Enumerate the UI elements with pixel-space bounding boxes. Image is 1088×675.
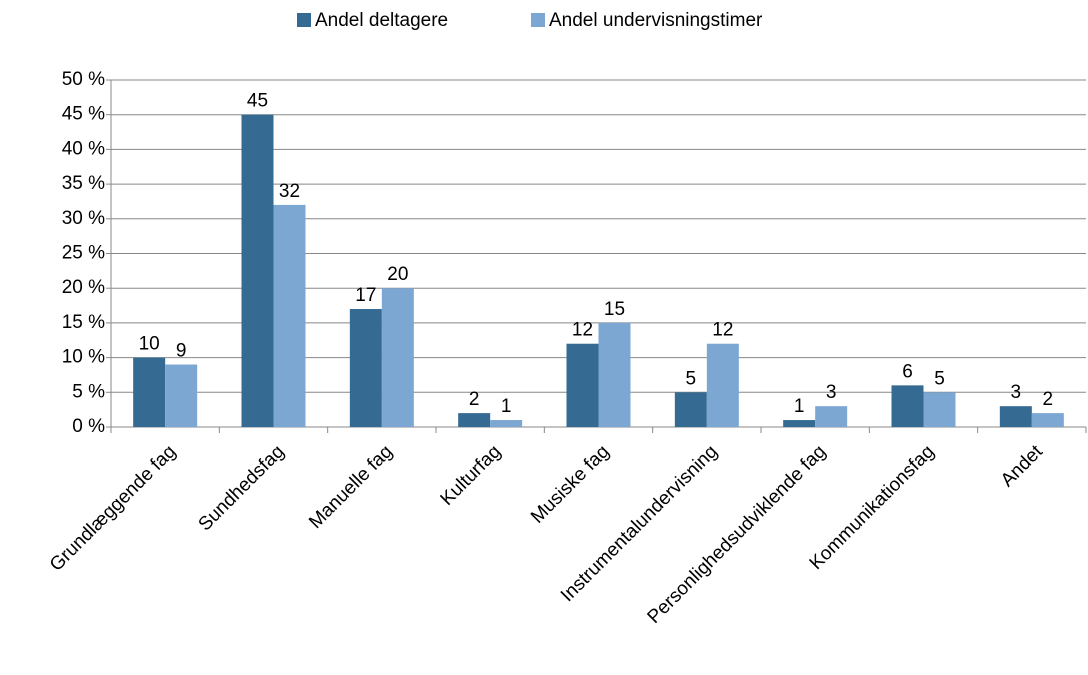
data-label: 6: [902, 361, 913, 382]
data-label: 3: [826, 382, 837, 403]
bar: [674, 392, 707, 427]
x-tick-label: Musiske fag: [527, 441, 614, 528]
data-label: 15: [604, 299, 625, 320]
data-label: 1: [501, 396, 512, 417]
data-label: 10: [139, 334, 160, 355]
data-label: 32: [279, 181, 300, 202]
bar: [490, 420, 523, 427]
x-tick-label: Andet: [997, 441, 1047, 491]
x-tick-label: Grundlæggende fag: [46, 441, 180, 575]
data-label: 5: [686, 368, 697, 389]
data-label: 2: [1043, 389, 1054, 410]
bar: [381, 288, 414, 427]
bar: [566, 343, 599, 427]
legend-swatch: [531, 13, 545, 27]
data-label: 3: [1011, 382, 1022, 403]
data-label: 12: [712, 320, 733, 341]
x-tick-label: Kulturfag: [437, 441, 506, 510]
y-tick-label: 30 %: [62, 208, 105, 229]
bar: [598, 322, 631, 427]
y-tick-label: 50 %: [62, 69, 105, 90]
bar: [891, 385, 924, 427]
bar: [783, 420, 816, 427]
data-label: 5: [934, 368, 945, 389]
data-label: 17: [355, 285, 376, 306]
data-label: 2: [469, 389, 480, 410]
legend-label: Andel undervisningstimer: [549, 10, 763, 31]
bar: [349, 309, 382, 427]
x-tick-label: Kommunikationsfag: [806, 441, 939, 574]
bar: [923, 392, 956, 427]
y-tick-label: 25 %: [62, 243, 105, 264]
y-tick-label: 20 %: [62, 277, 105, 298]
y-tick-label: 15 %: [62, 312, 105, 333]
bar: [133, 357, 166, 427]
x-tick-label: Sundhedsfag: [195, 441, 289, 535]
bar: [241, 114, 274, 427]
data-label: 9: [176, 341, 187, 362]
y-tick-label: 5 %: [72, 381, 105, 402]
bar: [165, 364, 198, 427]
legend-label: Andel deltagere: [315, 10, 448, 31]
data-label: 12: [572, 320, 593, 341]
legend-swatch: [297, 13, 311, 27]
data-label: 1: [794, 396, 805, 417]
bar: [706, 343, 739, 427]
bar: [815, 406, 848, 427]
bar: [1031, 413, 1064, 427]
data-label: 45: [247, 91, 268, 112]
bar: [458, 413, 491, 427]
bar: [273, 204, 306, 427]
y-tick-label: 45 %: [62, 104, 105, 125]
y-tick-label: 0 %: [72, 416, 105, 437]
data-label: 20: [387, 264, 408, 285]
x-tick-label: Personlighedsudviklende fag: [644, 441, 831, 628]
bar: [999, 406, 1032, 427]
y-tick-label: 10 %: [62, 347, 105, 368]
y-tick-label: 40 %: [62, 138, 105, 159]
x-tick-label: Manuelle fag: [305, 441, 397, 533]
y-tick-label: 35 %: [62, 173, 105, 194]
